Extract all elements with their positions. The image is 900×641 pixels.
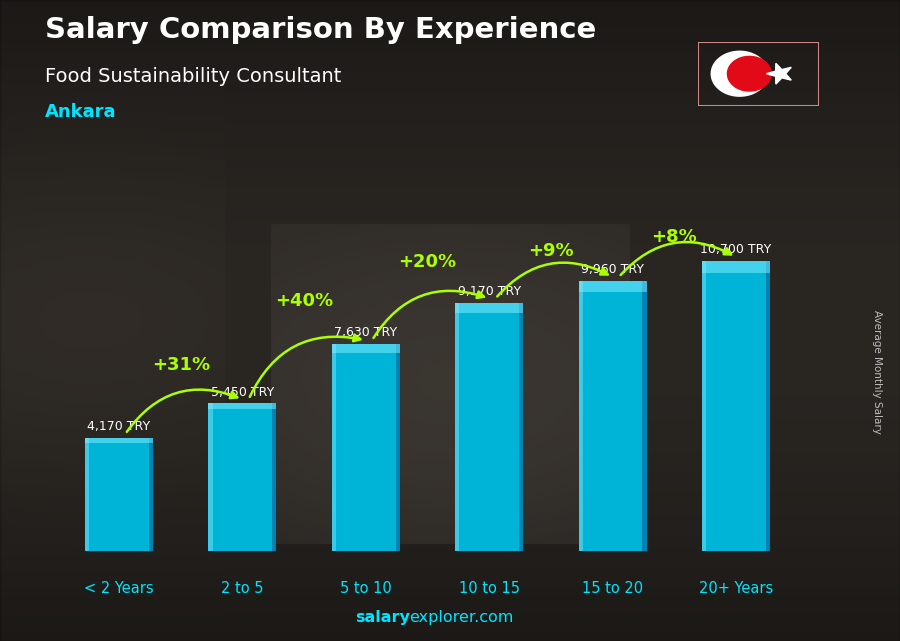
Bar bbox=[766, 261, 770, 551]
Bar bbox=[209, 403, 212, 551]
Text: 20+ Years: 20+ Years bbox=[698, 581, 773, 596]
Bar bbox=[332, 344, 400, 551]
Text: +31%: +31% bbox=[152, 356, 210, 374]
Text: Food Sustainability Consultant: Food Sustainability Consultant bbox=[45, 67, 341, 87]
Text: 4,170 TRY: 4,170 TRY bbox=[87, 420, 150, 433]
Text: 9,960 TRY: 9,960 TRY bbox=[581, 263, 644, 276]
Bar bbox=[702, 261, 706, 551]
Text: Ankara: Ankara bbox=[45, 103, 116, 121]
Polygon shape bbox=[727, 56, 771, 91]
Text: 7,630 TRY: 7,630 TRY bbox=[334, 326, 398, 340]
Text: < 2 Years: < 2 Years bbox=[85, 581, 154, 596]
Bar bbox=[455, 303, 459, 551]
Bar bbox=[86, 438, 153, 551]
Text: +9%: +9% bbox=[528, 242, 573, 260]
Bar bbox=[579, 281, 646, 551]
Bar bbox=[579, 281, 646, 292]
Text: 5,450 TRY: 5,450 TRY bbox=[211, 386, 274, 399]
Text: +20%: +20% bbox=[399, 253, 456, 271]
Bar bbox=[273, 403, 276, 551]
Bar bbox=[209, 403, 276, 551]
Text: 9,170 TRY: 9,170 TRY bbox=[457, 285, 521, 297]
Bar bbox=[702, 261, 770, 551]
Text: +8%: +8% bbox=[652, 228, 698, 246]
Bar bbox=[86, 438, 153, 443]
Bar bbox=[702, 261, 770, 272]
Bar bbox=[86, 438, 89, 551]
Bar bbox=[332, 344, 400, 353]
Bar bbox=[643, 281, 646, 551]
Bar bbox=[455, 303, 523, 551]
Text: 10 to 15: 10 to 15 bbox=[459, 581, 519, 596]
Text: 2 to 5: 2 to 5 bbox=[221, 581, 264, 596]
Text: Average Monthly Salary: Average Monthly Salary bbox=[872, 310, 883, 434]
Text: salary: salary bbox=[355, 610, 410, 625]
Polygon shape bbox=[711, 51, 768, 96]
Bar bbox=[209, 403, 276, 410]
Text: 15 to 20: 15 to 20 bbox=[582, 581, 644, 596]
Bar bbox=[455, 303, 523, 313]
Text: 10,700 TRY: 10,700 TRY bbox=[700, 243, 771, 256]
Text: +40%: +40% bbox=[275, 292, 333, 310]
Text: explorer.com: explorer.com bbox=[410, 610, 514, 625]
Text: 5 to 10: 5 to 10 bbox=[340, 581, 392, 596]
Text: Salary Comparison By Experience: Salary Comparison By Experience bbox=[45, 16, 596, 44]
Bar bbox=[332, 344, 336, 551]
Polygon shape bbox=[767, 63, 791, 84]
Bar bbox=[519, 303, 523, 551]
Bar bbox=[396, 344, 400, 551]
Bar bbox=[579, 281, 582, 551]
Bar bbox=[148, 438, 153, 551]
